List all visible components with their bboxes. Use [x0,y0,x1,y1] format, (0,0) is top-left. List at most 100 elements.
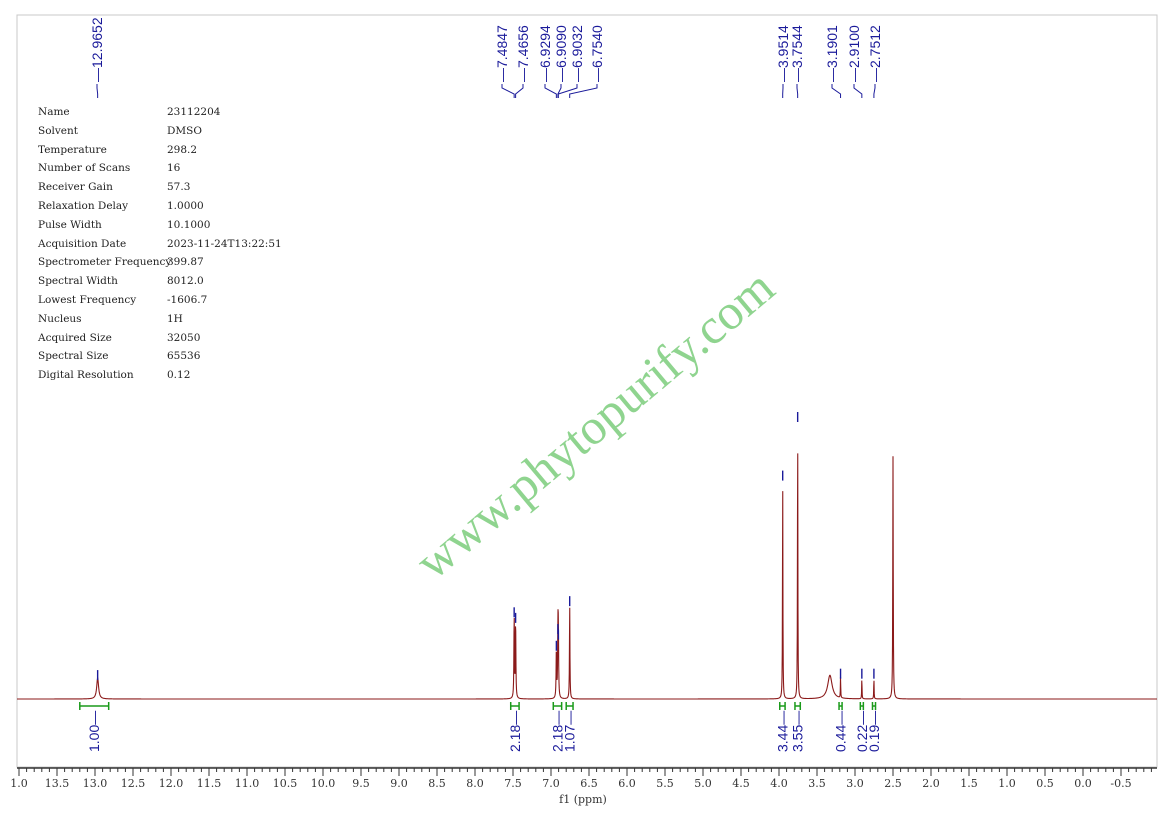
x-tick-label: 11.5 [197,777,222,790]
integral-value: 1.00— [86,711,102,752]
parameter-key: Solvent [38,124,79,137]
x-tick-label: 13.5 [45,777,70,790]
parameter-row: Temperature 298.2 [38,144,282,163]
parameter-key: Acquired Size [38,331,112,344]
peak-label-connector [873,84,876,98]
x-tick-label: 4.0 [770,777,788,790]
parameter-key: Number of Scans [38,162,131,175]
peak-label: —3.1901 [824,25,840,82]
x-tick-label: 4.5 [732,777,750,790]
integral-value: 2.18— [549,711,565,752]
parameter-row: Lowest Frequency -1606.7 [38,294,282,313]
parameter-row: Nucleus 1H [38,313,282,332]
peak-label: —7.4847 [494,25,510,82]
parameter-key: Receiver Gain [38,181,113,194]
peak-label-connector [853,84,863,98]
peak-label: —3.7544 [789,25,805,82]
parameter-row: Relaxation Delay 1.0000 [38,200,282,219]
x-tick-label: 5.5 [656,777,674,790]
parameter-value: 1H [167,312,183,325]
parameter-key: Spectrometer Frequency [38,256,172,269]
integral-bracket [552,702,563,710]
x-tick-label: 1.5 [960,777,978,790]
integral-bracket [838,702,843,710]
parameter-row: Spectrometer Frequency 399.87 [38,256,282,275]
x-tick-label: 10.5 [273,777,298,790]
parameter-row: Number of Scans 16 [38,162,282,181]
parameter-value: 57.3 [167,181,191,194]
peak-label: —6.9032 [569,25,585,82]
parameter-key: Spectral Size [38,350,109,363]
integral-bracket [779,702,786,710]
peak-label-connector [569,84,598,98]
x-tick-label: 8.5 [428,777,446,790]
peak-label-connector [831,84,842,98]
x-tick-label: 5.0 [694,777,712,790]
parameter-key: Digital Resolution [38,369,134,382]
parameter-key: Pulse Width [38,218,102,231]
parameter-key: Nucleus [38,312,82,325]
integral-value: 3.55— [790,711,806,752]
integral-value: 0.19— [866,711,882,752]
acquisition-parameters-table: Name 23112204 Solvent DMSO Temperature 298.2 N… [38,106,282,388]
integral-value: 0.22— [854,711,870,752]
x-tick-label: 3.5 [808,777,826,790]
parameter-key: Name [38,106,70,118]
peak-label-connector [544,84,557,98]
plot-frame [16,14,1158,768]
integral-value: 1.07— [562,711,578,752]
parameter-row: Spectral Width 8012.0 [38,275,282,294]
parameter-key: Acquisition Date [38,237,127,250]
integral-bracket [565,702,574,710]
integral-bracket [871,702,877,710]
parameter-row: Acquisition Date 2023-11-24T13:22:51 [38,238,282,257]
parameter-value: 2023-11-24T13:22:51 [167,237,282,250]
parameter-key: Relaxation Delay [38,199,129,212]
peak-label-connector [96,84,99,98]
x-axis-label: f1 (ppm) [559,793,607,806]
peak-label: —12.9652 [89,17,105,82]
peak-label: —2.7512 [867,25,883,82]
x-tick-label: 8.0 [466,777,484,790]
peak-label: —3.9514 [775,25,791,82]
integral-bracket [859,702,865,710]
parameter-row: Acquired Size 32050 [38,332,282,351]
spectrum-trace [17,453,1157,700]
parameter-value: 23112204 [167,106,221,118]
parameter-value: 8012.0 [167,275,204,288]
integral-bracket [79,702,110,710]
x-tick-label: -0.5 [1110,777,1131,790]
parameter-key: Lowest Frequency [38,293,137,306]
x-tick-label: 7.0 [542,777,560,790]
parameter-key: Spectral Width [38,275,118,288]
parameter-value: 1.0000 [167,199,204,212]
x-tick-label: 12.0 [159,777,184,790]
peak-label: —6.7540 [589,25,605,82]
integral-value: 3.44— [774,711,790,752]
parameter-row: Spectral Size 65536 [38,350,282,369]
parameter-value: 10.1000 [167,218,211,231]
peak-label: —6.9294 [537,25,553,82]
parameter-value: 298.2 [167,143,198,156]
parameter-value: 16 [167,162,181,175]
parameter-value: 399.87 [167,256,204,269]
x-tick-label: 1.0 [998,777,1016,790]
x-tick-label: 0.0 [1074,777,1092,790]
x-tick-label: 6.5 [580,777,598,790]
parameter-key: Temperature [38,143,107,156]
x-tick-label: 1.0 [10,777,28,790]
parameter-value: 65536 [167,350,201,363]
peak-label-connector [796,84,799,98]
integral-value: 0.44— [833,711,849,752]
x-tick-label: 2.5 [884,777,902,790]
x-tick-label: 13.0 [83,777,108,790]
x-tick-label: 9.0 [390,777,408,790]
parameter-row: Solvent DMSO [38,125,282,144]
parameter-value: 32050 [167,331,201,344]
x-tick-label: 10.0 [311,777,336,790]
peak-label-connector [515,84,524,98]
peak-label-connector [557,84,578,98]
x-tick-label: 0.5 [1036,777,1054,790]
